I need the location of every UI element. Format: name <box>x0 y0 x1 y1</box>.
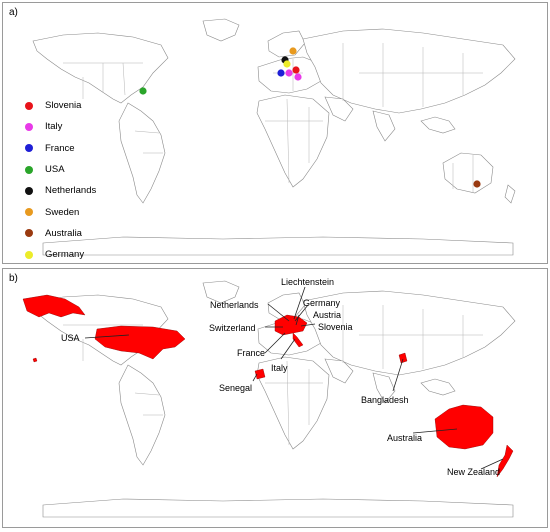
point-usa <box>139 87 147 95</box>
legend-label-sweden: Sweden <box>45 206 80 218</box>
legend: Slovenia Italy France USA Netherlands Sw… <box>25 95 96 265</box>
legend-label-netherlands: Netherlands <box>45 185 97 197</box>
highlight-senegal <box>254 368 266 380</box>
legend-item-netherlands: Netherlands <box>25 180 96 201</box>
legend-marker-australia <box>25 229 33 238</box>
landmass-a <box>32 18 516 256</box>
legend-label-italy: Italy <box>45 121 63 133</box>
label-usa: USA <box>61 333 80 343</box>
legend-marker-germany <box>25 250 33 259</box>
label-switzerland: Switzerland <box>209 323 256 333</box>
legend-item-italy: Italy <box>25 116 96 137</box>
label-senegal: Senegal <box>219 383 252 393</box>
panel-b: b) <box>2 268 548 528</box>
legend-marker-italy <box>25 122 33 131</box>
label-italy: Italy <box>271 363 288 373</box>
country-labels: USA Netherlands Liechtenstein Germany Au… <box>61 277 500 477</box>
study-site-points <box>139 47 481 188</box>
label-slovenia: Slovenia <box>318 322 353 332</box>
highlight-alaska <box>22 294 86 318</box>
panel-a: a) <box>2 2 548 264</box>
legend-item-sweden: Sweden <box>25 201 96 222</box>
legend-marker-slovenia <box>25 101 33 110</box>
legend-label-usa: USA <box>45 164 65 176</box>
label-france: France <box>237 348 265 358</box>
legend-marker-usa <box>25 165 33 174</box>
panel-b-label: b) <box>9 273 18 284</box>
legend-item-slovenia: Slovenia <box>25 95 96 116</box>
label-netherlands: Netherlands <box>210 300 259 310</box>
highlight-new-zealand <box>496 444 514 478</box>
legend-marker-sweden <box>25 208 33 217</box>
label-bangladesh: Bangladesh <box>361 395 409 405</box>
leader-lines <box>84 286 504 470</box>
label-liechtenstein: Liechtenstein <box>281 277 334 287</box>
label-austria: Austria <box>313 310 341 320</box>
label-australia: Australia <box>387 433 422 443</box>
legend-item-usa: USA <box>25 159 96 180</box>
landmass-b <box>32 280 516 518</box>
highlight-italy <box>292 332 304 348</box>
legend-marker-netherlands <box>25 186 33 195</box>
label-new-zealand: New Zealand <box>447 467 500 477</box>
legend-label-australia: Australia <box>45 227 82 239</box>
legend-label-france: France <box>45 142 75 154</box>
country-borders-b <box>63 305 483 446</box>
world-map-a <box>32 18 516 256</box>
highlighted-countries <box>22 294 514 478</box>
highlight-europe <box>274 314 308 336</box>
world-map-b: USA Netherlands Liechtenstein Germany Au… <box>22 277 516 518</box>
highlight-hawaii <box>32 357 38 363</box>
legend-item-germany: Germany <box>25 244 96 265</box>
highlight-australia <box>434 404 494 450</box>
panel-a-label: a) <box>9 7 18 18</box>
legend-label-germany: Germany <box>45 249 85 261</box>
legend-item-australia: Australia <box>25 223 96 244</box>
highlight-usa <box>94 325 186 360</box>
point-germany <box>283 60 291 68</box>
label-germany: Germany <box>303 298 341 308</box>
legend-marker-france <box>25 144 33 153</box>
point-australia <box>473 180 481 188</box>
point-italy-2 <box>294 73 302 81</box>
point-slovenia <box>292 66 300 74</box>
highlight-bangladesh <box>398 352 408 364</box>
legend-item-france: France <box>25 138 96 159</box>
point-sweden <box>289 47 297 55</box>
legend-label-slovenia: Slovenia <box>45 100 82 112</box>
point-france <box>277 69 285 77</box>
point-italy-1 <box>285 69 293 77</box>
